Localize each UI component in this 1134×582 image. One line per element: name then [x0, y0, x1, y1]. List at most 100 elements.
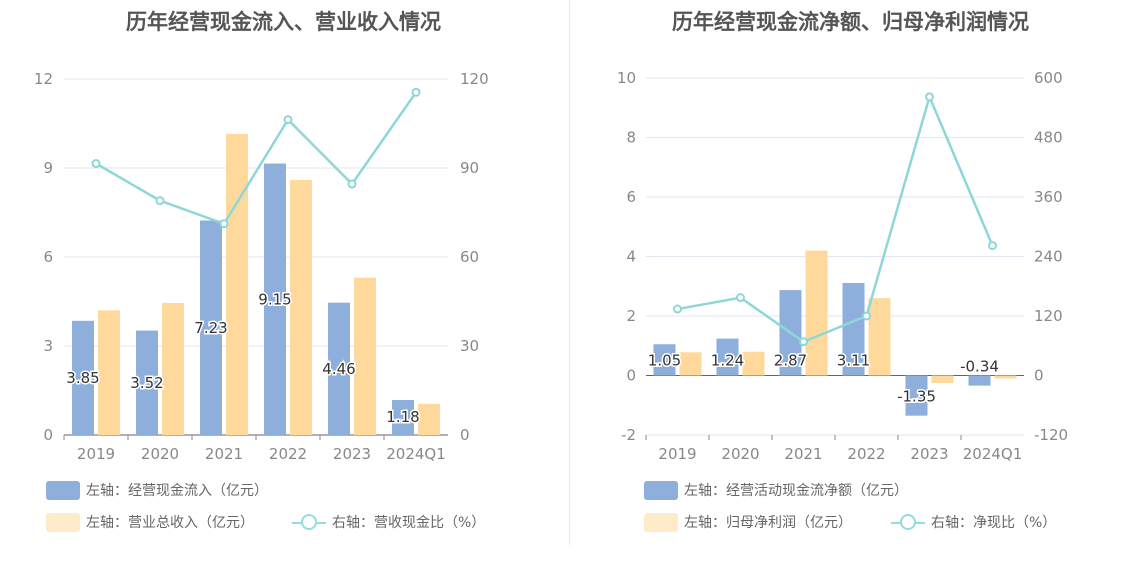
bar-series-1	[328, 302, 350, 435]
bar-data-label: 7.23	[194, 319, 227, 337]
right-axis-tick-label: 90	[460, 159, 479, 177]
right-axis-tick-label: 0	[1034, 367, 1044, 385]
legend-item-net-cash-ratio[interactable]: 右轴：净现比（%）	[891, 512, 1056, 532]
legend-item-cash-inflow[interactable]: 左轴：经营现金流入（亿元）	[46, 480, 268, 500]
legend-swatch-net-cash-ratio	[891, 513, 925, 532]
line-point	[91, 159, 101, 169]
bar-series-1	[968, 375, 991, 386]
x-axis-category-label: 2022	[269, 445, 307, 463]
bar-data-label: 1.24	[711, 352, 744, 370]
line-point	[219, 219, 229, 229]
x-axis-category-label: 2024Q1	[963, 445, 1023, 463]
legend-swatch-revenue	[46, 512, 80, 532]
legend-label-cash-inflow: 左轴：经营现金流入（亿元）	[86, 483, 268, 499]
bar-data-label: 1.18	[386, 408, 419, 426]
bar-series-2	[742, 351, 765, 376]
x-axis-category-label: 2020	[721, 445, 759, 463]
bar-series-1	[264, 163, 286, 436]
right-axis-tick-label: 600	[1034, 69, 1063, 87]
bar-data-label: 3.11	[837, 352, 870, 370]
legend-swatch-net-cash-flow	[644, 480, 678, 500]
bar-series-2	[994, 375, 1017, 379]
x-axis-category-label: 2019	[77, 445, 115, 463]
x-axis-category-label: 2022	[847, 445, 885, 463]
legend-swatch-cash-ratio	[292, 513, 326, 532]
line-point	[736, 293, 745, 303]
bar-series-1	[136, 330, 158, 435]
right-axis-tick-label: 120	[1034, 307, 1063, 325]
left-axis-tick-label: 6	[626, 188, 636, 206]
left-axis-tick-label: 0	[43, 426, 53, 444]
line-point	[347, 179, 357, 189]
left-chart-panel: 历年经营现金流入、营业收入情况 0 3 6 9 12 0 30 60 90 120 2019 2020…	[34, 10, 489, 532]
right-chart-title: 历年经营现金流净额、归母净利润情况	[672, 10, 1029, 34]
legend-item-cash-ratio[interactable]: 右轴：营收现金比（%）	[292, 512, 485, 532]
legend-label-revenue: 左轴：营业总收入（亿元）	[86, 515, 254, 531]
bar-data-label: 4.46	[322, 360, 355, 378]
x-axis-category-label: 2021	[205, 445, 243, 463]
x-axis-category-label: 2023	[333, 445, 371, 463]
bar-series-2	[418, 403, 440, 435]
legend-swatch-net-profit	[644, 512, 678, 532]
bar-data-label: 9.15	[258, 290, 291, 308]
bar-data-label: 3.85	[66, 369, 99, 387]
bar-data-label: 1.05	[648, 352, 681, 370]
line-point	[283, 115, 293, 125]
legend-swatch-cash-inflow	[46, 480, 80, 500]
bar-series-2	[868, 298, 891, 376]
line-point	[925, 92, 934, 102]
bar-series-2	[98, 310, 120, 435]
line-point	[862, 311, 871, 321]
right-axis-tick-label: 0	[460, 426, 470, 444]
left-axis-tick-label: 4	[626, 248, 636, 266]
bar-data-label: -1.35	[897, 388, 936, 406]
left-axis-tick-label: 6	[43, 248, 53, 266]
bar-series-2	[679, 352, 702, 376]
line-point	[988, 241, 997, 251]
right-axis-tick-label: 240	[1034, 248, 1063, 266]
bar-series-2	[226, 133, 248, 435]
legend-label-net-cash-ratio: 右轴：净现比（%）	[931, 515, 1057, 531]
bar-series-1	[200, 220, 222, 435]
bar-series-1	[392, 399, 414, 435]
left-chart-title: 历年经营现金流入、营业收入情况	[126, 10, 441, 34]
x-axis-category-label: 2021	[784, 445, 822, 463]
bar-data-label: 2.87	[774, 352, 807, 370]
bar-series-1	[72, 320, 94, 435]
line-series	[677, 93, 994, 344]
line-point	[411, 87, 421, 97]
bar-series-2	[931, 375, 954, 383]
x-axis-category-label: 2023	[910, 445, 948, 463]
bar-series-2	[805, 250, 828, 376]
legend-item-net-cash-flow[interactable]: 左轴：经营活动现金流净额（亿元）	[644, 480, 908, 500]
bar-data-label: -0.34	[960, 358, 999, 376]
legend-label-cash-ratio: 右轴：营收现金比（%）	[332, 515, 486, 531]
bar-series-1	[716, 338, 739, 376]
left-axis-tick-label: 0	[626, 367, 636, 385]
line-point	[799, 337, 808, 347]
legend-item-net-profit[interactable]: 左轴：归母净利润（亿元）	[644, 512, 852, 532]
left-axis-tick-label: 10	[617, 69, 636, 87]
right-chart-panel: 历年经营现金流净额、归母净利润情况 -2 0 2 4 6 8 10 -120 0 120 240 36…	[567, 0, 1134, 582]
left-axis-tick-label: 9	[43, 159, 53, 177]
bar-series-1	[653, 344, 676, 376]
bar-series-2	[162, 302, 184, 435]
left-axis-tick-label: 2	[626, 307, 636, 325]
x-axis-category-label: 2020	[141, 445, 179, 463]
right-axis-tick-label: -120	[1034, 426, 1068, 444]
line-point	[155, 196, 165, 206]
legend-label-net-cash-flow: 左轴：经营活动现金流净额（亿元）	[684, 483, 908, 499]
legend-item-revenue[interactable]: 左轴：营业总收入（亿元）	[46, 512, 254, 532]
right-axis-tick-label: 30	[460, 337, 479, 355]
bar-series-1	[842, 282, 865, 376]
panel-divider	[569, 0, 570, 545]
bar-series-2	[354, 277, 376, 435]
legend-label-net-profit: 左轴：归母净利润（亿元）	[684, 515, 852, 531]
bar-series-1	[905, 375, 928, 416]
right-axis-tick-label: 360	[1034, 188, 1063, 206]
left-axis-tick-label: 12	[34, 70, 53, 88]
line-series	[95, 91, 418, 226]
left-axis-tick-label: 3	[43, 337, 53, 355]
x-axis-category-label: 2024Q1	[386, 445, 446, 463]
x-axis-category-label: 2019	[658, 445, 696, 463]
